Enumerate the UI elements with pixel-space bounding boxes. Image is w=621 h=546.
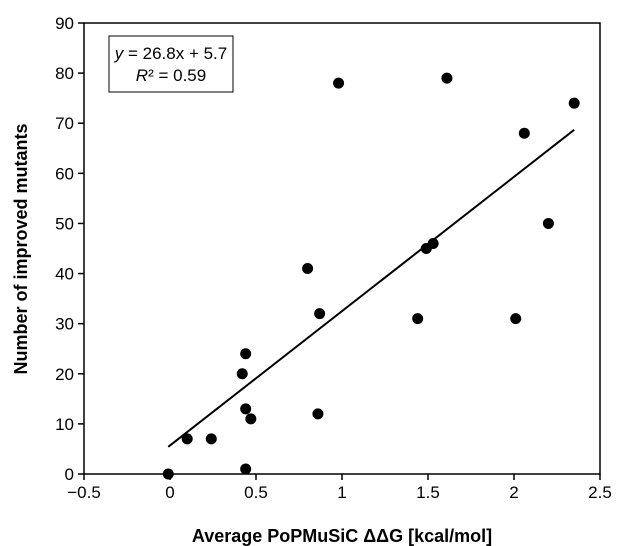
data-point xyxy=(240,403,252,415)
y-tick-label: 80 xyxy=(55,64,74,83)
data-point xyxy=(240,348,252,360)
data-point xyxy=(245,413,257,425)
y-tick-label: 60 xyxy=(55,164,74,183)
equation-rest: = 26.8x + 5.7 xyxy=(123,44,227,63)
data-point xyxy=(518,127,530,139)
data-point xyxy=(236,368,248,380)
y-axis: 0 10 20 30 40 50 60 70 80 90 xyxy=(55,14,84,484)
data-point xyxy=(510,313,522,325)
data-point xyxy=(181,433,193,445)
x-axis-title: Average PoPMuSiC ΔΔG [kcal/mol] xyxy=(192,526,492,546)
y-axis-title: Number of improved mutants xyxy=(11,123,31,374)
r-squared-line: R² = 0.59 xyxy=(136,66,206,85)
data-point xyxy=(412,313,424,325)
data-point xyxy=(333,77,345,89)
data-point xyxy=(427,237,439,249)
x-tick-label: 0.5 xyxy=(244,483,268,502)
data-point xyxy=(205,433,217,445)
data-point xyxy=(314,308,326,320)
data-point xyxy=(441,72,453,84)
equation-box: y = 26.8x + 5.7 R² = 0.59 xyxy=(108,35,234,93)
x-tick-label: 1 xyxy=(337,483,346,502)
y-tick-label: 0 xyxy=(65,465,74,484)
y-tick-label: 70 xyxy=(55,114,74,133)
data-point xyxy=(312,408,324,420)
x-tick-label: 0 xyxy=(165,483,174,502)
data-point xyxy=(542,217,554,229)
x-tick-label: 2 xyxy=(509,483,518,502)
r2-var: R xyxy=(136,66,148,85)
regression-line xyxy=(167,129,575,448)
y-tick-label: 20 xyxy=(55,365,74,384)
r2-rest: ² = 0.59 xyxy=(148,66,206,85)
data-point xyxy=(240,463,252,475)
data-point xyxy=(302,263,314,275)
x-tick-label: 2.5 xyxy=(588,483,612,502)
x-tick-label: −0.5 xyxy=(67,483,101,502)
data-points xyxy=(162,72,580,480)
y-tick-label: 90 xyxy=(55,14,74,33)
y-tick-label: 50 xyxy=(55,214,74,233)
data-point xyxy=(568,97,580,109)
y-tick-label: 10 xyxy=(55,415,74,434)
y-tick-label: 40 xyxy=(55,265,74,284)
y-tick-label: 30 xyxy=(55,315,74,334)
x-tick-label: 1.5 xyxy=(416,483,440,502)
x-axis: −0.5 0 0.5 1 1.5 2 2.5 xyxy=(67,474,612,502)
data-point xyxy=(162,468,174,480)
equation-box-frame xyxy=(108,35,234,93)
equation-y-var: y xyxy=(114,44,125,63)
equation-line: y = 26.8x + 5.7 xyxy=(114,44,227,63)
